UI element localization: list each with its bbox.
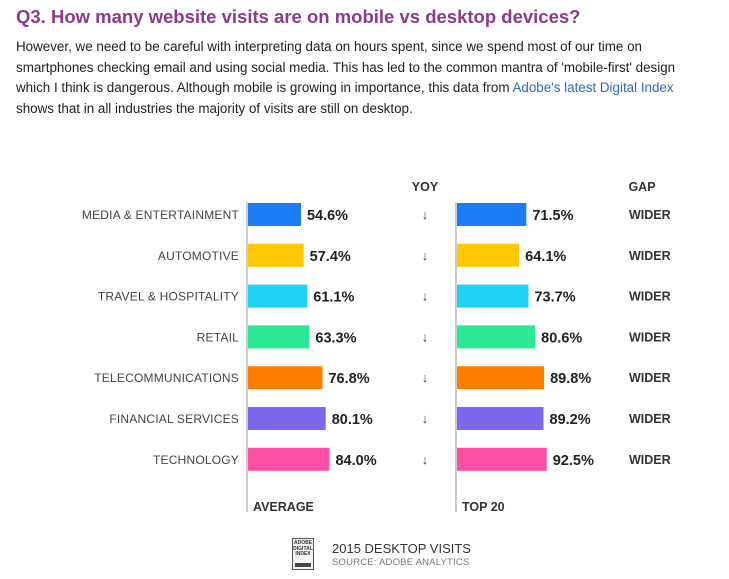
- yoy-down-arrow-icon: ↓: [422, 411, 429, 426]
- top20-value-label: 80.6%: [541, 330, 582, 346]
- gap-label: WIDER: [629, 249, 671, 263]
- category-label: RETAIL: [197, 330, 239, 344]
- average-value-label: 61.1%: [313, 290, 354, 306]
- category-label: TECHNOLOGY: [153, 453, 239, 467]
- category-label: TELECOMMUNICATIONS: [94, 371, 239, 385]
- average-bar: [248, 447, 330, 471]
- gap-label: WIDER: [629, 371, 671, 385]
- average-value-label: 54.6%: [307, 208, 348, 224]
- top20-bar: [457, 203, 527, 226]
- category-label: FINANCIAL SERVICES: [109, 412, 239, 426]
- top20-value-label: 73.7%: [534, 290, 575, 306]
- average-bar: [248, 325, 310, 349]
- top20-bar: [457, 325, 536, 349]
- intro-paragraph: However, we need to be careful with inte…: [16, 37, 706, 119]
- average-value-label: 57.4%: [310, 249, 351, 265]
- average-value-label: 84.0%: [335, 453, 376, 469]
- top20-series-label: TOP 20: [462, 500, 505, 514]
- average-bar: [248, 243, 304, 267]
- gap-header: GAP: [628, 180, 655, 194]
- yoy-down-arrow-icon: ↓: [422, 207, 429, 222]
- top20-bar: [457, 407, 544, 430]
- top20-value-label: 92.5%: [553, 453, 594, 469]
- average-value-label: 76.8%: [328, 371, 369, 387]
- average-bar: [248, 203, 301, 226]
- top20-value-label: 89.2%: [550, 412, 591, 428]
- yoy-down-arrow-icon: ↓: [422, 329, 429, 344]
- yoy-down-arrow-icon: ↓: [422, 452, 429, 467]
- yoy-down-arrow-icon: ↓: [422, 289, 429, 304]
- yoy-down-arrow-icon: ↓: [422, 370, 429, 385]
- gap-label: WIDER: [629, 453, 671, 467]
- average-bar: [248, 407, 326, 430]
- top20-bar: [457, 447, 547, 471]
- desktop-visits-chart: YOY GAP AVERAGE TOP 20 MEDIA & ENTERTAINMENT…: [82, 180, 671, 514]
- adobe-digital-index-icon: ADOBE DIGITAL INDEX: [292, 538, 314, 570]
- top20-value-label: 64.1%: [525, 249, 566, 265]
- gap-label: WIDER: [629, 330, 671, 344]
- intro-text-end: shows that in all industries the majorit…: [16, 100, 413, 116]
- category-label: MEDIA & ENTERTAINMENT: [82, 208, 240, 222]
- category-label: TRAVEL & HOSPITALITY: [98, 290, 239, 304]
- chart-title: 2015 DESKTOP VISITS: [332, 541, 471, 556]
- adobe-digital-index-icon-text: ADOBE DIGITAL INDEX: [293, 540, 313, 558]
- top20-bar: [457, 284, 529, 308]
- top20-value-label: 89.8%: [550, 371, 591, 387]
- average-bar: [248, 284, 308, 308]
- gap-label: WIDER: [629, 290, 671, 304]
- top20-bar: [457, 243, 520, 267]
- chart-source: SOURCE: ADOBE ANALYTICS: [332, 557, 470, 568]
- average-value-label: 80.1%: [332, 412, 373, 428]
- adobe-digital-index-link[interactable]: Adobe's latest Digital Index: [512, 80, 674, 95]
- average-series-label: AVERAGE: [253, 500, 314, 514]
- gap-label: WIDER: [629, 412, 671, 426]
- average-value-label: 63.3%: [315, 330, 356, 346]
- top20-bar: [457, 366, 545, 390]
- intro-text: However, we need to be careful with inte…: [16, 39, 676, 95]
- yoy-header: YOY: [412, 180, 439, 194]
- top20-value-label: 71.5%: [532, 208, 573, 224]
- page-title: Q3. How many website visits are on mobil…: [16, 6, 581, 27]
- average-bar: [248, 366, 323, 390]
- category-label: AUTOMOTIVE: [158, 249, 239, 263]
- yoy-down-arrow-icon: ↓: [422, 248, 429, 263]
- gap-label: WIDER: [629, 208, 671, 222]
